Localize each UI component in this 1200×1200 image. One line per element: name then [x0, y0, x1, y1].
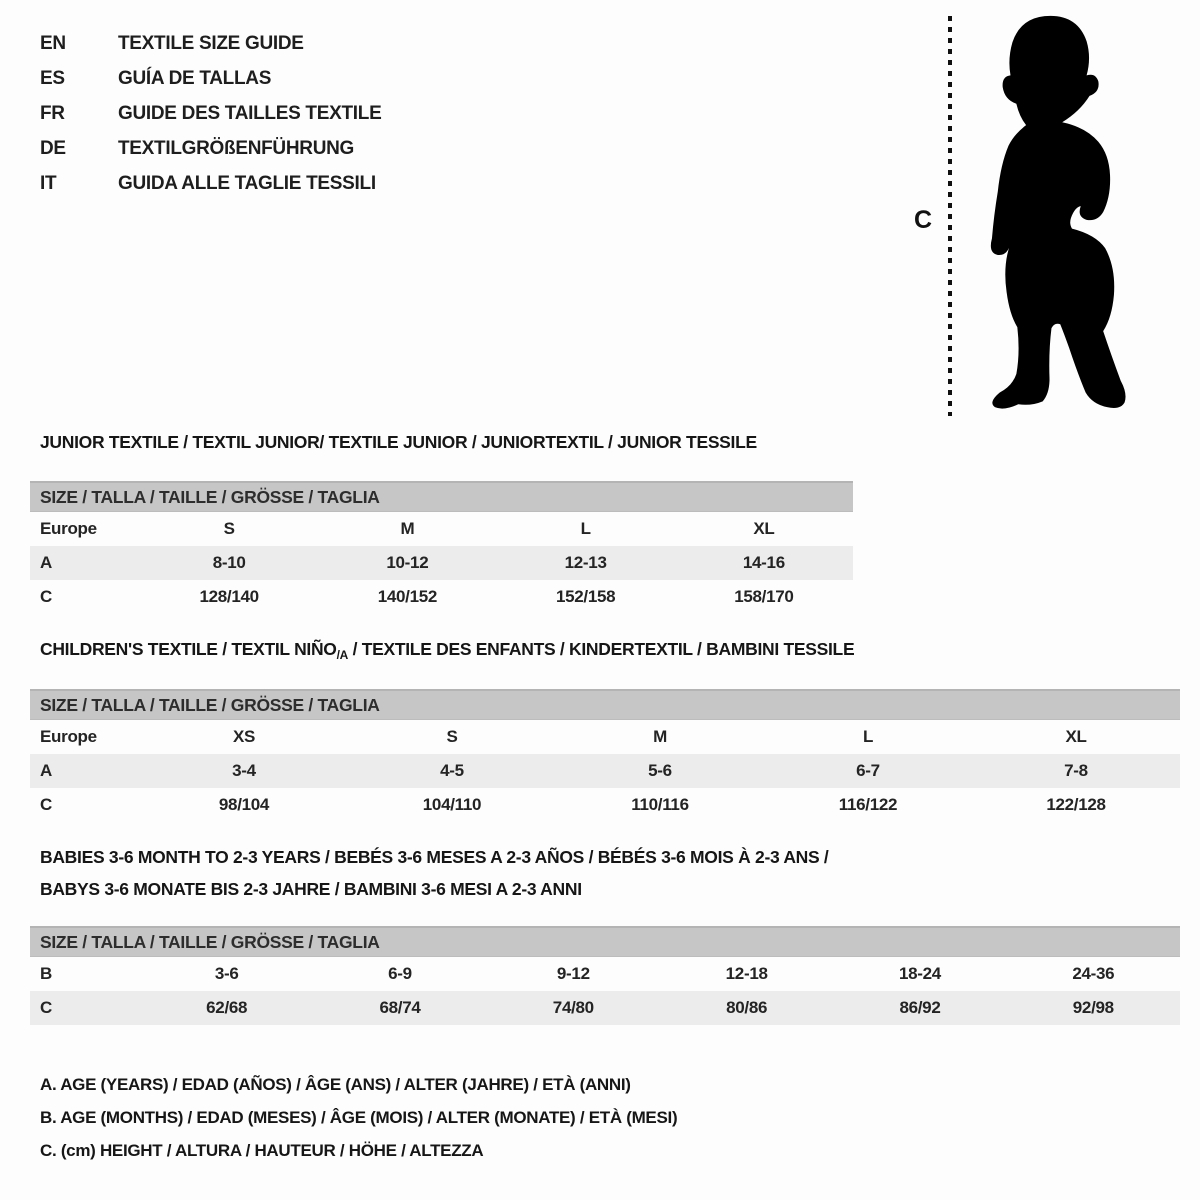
size-header-bar: SIZE / TALLA / TAILLE / GRÖSSE / TAGLIA	[30, 926, 1180, 957]
table-row-europe: Europe XS S M L XL	[30, 720, 1180, 754]
size-cell: M	[653, 727, 667, 746]
size-cell: 6-7	[856, 761, 880, 780]
size-cell: S	[446, 727, 458, 746]
legend-line-b: B. AGE (MONTHS) / EDAD (MESES) / ÂGE (MO…	[40, 1108, 678, 1127]
table-row-a: A 3-4 4-5 5-6 6-7 7-8	[30, 754, 1180, 788]
section-title-babies-line2: BABYS 3-6 MONATE BIS 2-3 JAHRE / BAMBINI…	[40, 879, 582, 899]
size-cell: 24-36	[1072, 964, 1115, 983]
size-cell: XS	[232, 727, 256, 746]
size-cell: 80/86	[726, 998, 768, 1017]
row-label: B	[40, 964, 52, 983]
size-cell: 128/140	[199, 587, 259, 606]
table-row-c: C 98/104 104/110 110/116 116/122 122/128	[30, 788, 1180, 822]
size-cell: 14-16	[742, 553, 785, 572]
size-cell: 98/104	[218, 795, 270, 814]
size-cell: 9-12	[556, 964, 590, 983]
language-code: FR	[40, 103, 65, 124]
size-cell: 6-9	[388, 964, 412, 983]
language-code: DE	[40, 138, 66, 159]
language-title-list: EN TEXTILE SIZE GUIDE ES GUÍA DE TALLAS …	[40, 26, 382, 201]
table-row-a: A 8-10 10-12 12-13 14-16	[30, 546, 853, 580]
legend: A. AGE (YEARS) / EDAD (AÑOS) / ÂGE (ANS)…	[40, 1068, 678, 1167]
table-row-europe: Europe S M L XL	[30, 512, 853, 546]
height-measure-label: C	[914, 206, 932, 234]
legend-line-a: A. AGE (YEARS) / EDAD (AÑOS) / ÂGE (ANS)…	[40, 1075, 631, 1094]
language-row: FR GUIDE DES TAILLES TEXTILE	[40, 96, 382, 131]
section-title-junior: JUNIOR TEXTILE / TEXTIL JUNIOR/ TEXTILE …	[40, 432, 757, 452]
size-table-children: SIZE / TALLA / TAILLE / GRÖSSE / TAGLIA …	[30, 689, 1180, 822]
size-cell: M	[400, 519, 415, 538]
language-label: TEXTILGRÖßENFÜHRUNG	[118, 138, 355, 159]
size-cell: 92/98	[1072, 998, 1114, 1017]
size-cell: 62/68	[206, 998, 248, 1017]
size-cell: 68/74	[379, 998, 421, 1017]
size-cell: 8-10	[212, 553, 246, 572]
size-cell: 158/170	[734, 587, 794, 606]
size-cell: 12-18	[725, 964, 768, 983]
row-label: Europe	[40, 519, 97, 538]
children-title-rest: / TEXTILE DES ENFANTS / KINDERTEXTIL / B…	[348, 639, 855, 659]
row-label: A	[40, 553, 52, 572]
language-row: IT GUIDA ALLE TAGLIE TESSILI	[40, 166, 381, 201]
language-label: GUÍA DE TALLAS	[118, 68, 272, 89]
section-title-children: CHILDREN'S TEXTILE / TEXTIL NIÑO/A / TEX…	[40, 639, 855, 662]
height-dotted-line	[948, 16, 952, 416]
size-cell: 3-4	[232, 761, 256, 780]
size-cell: 122/128	[1046, 795, 1106, 814]
size-cell: 74/80	[552, 998, 594, 1017]
size-cell: 7-8	[1064, 761, 1088, 780]
table-row-c: C 128/140 140/152 152/158 158/170	[30, 580, 853, 614]
size-cell: 116/122	[838, 795, 898, 814]
height-measure-figure: C	[900, 0, 1200, 430]
size-header-bar: SIZE / TALLA / TAILLE / GRÖSSE / TAGLIA	[30, 481, 853, 512]
language-code: ES	[40, 68, 65, 89]
size-cell: 104/110	[422, 795, 482, 814]
language-code: EN	[40, 33, 66, 54]
size-cell: 140/152	[377, 587, 438, 606]
size-cell: 86/92	[899, 998, 941, 1017]
row-label: C	[40, 795, 52, 814]
language-code: IT	[40, 173, 57, 194]
language-label: TEXTILE SIZE GUIDE	[118, 33, 304, 54]
language-row: DE TEXTILGRÖßENFÜHRUNG	[40, 131, 381, 166]
children-title-sub: /A	[336, 648, 349, 662]
size-cell: 18-24	[898, 964, 941, 983]
table-row-b: B 3-6 6-9 9-12 12-18 18-24 24-36	[30, 957, 1180, 991]
size-cell: L	[862, 727, 874, 746]
legend-line-c: C. (cm) HEIGHT / ALTURA / HAUTEUR / HÖHE…	[40, 1141, 484, 1160]
size-cell: 110/116	[631, 795, 689, 814]
row-label: C	[40, 998, 52, 1017]
row-label: Europe	[40, 727, 97, 746]
language-row: EN TEXTILE SIZE GUIDE	[40, 26, 381, 61]
row-label: A	[40, 761, 52, 780]
language-label: GUIDA ALLE TAGLIE TESSILI	[118, 173, 376, 194]
size-table-babies: SIZE / TALLA / TAILLE / GRÖSSE / TAGLIA …	[30, 926, 1180, 1025]
size-cell: S	[223, 519, 235, 538]
children-title-main: CHILDREN'S TEXTILE / TEXTIL NIÑO	[40, 639, 337, 659]
size-cell: 152/158	[555, 587, 616, 606]
size-cell: L	[580, 519, 591, 538]
size-cell: 4-5	[440, 761, 464, 780]
size-cell: 3-6	[214, 964, 239, 983]
section-title-babies-line1: BABIES 3-6 MONTH TO 2-3 YEARS / BEBÉS 3-…	[40, 847, 829, 867]
toddler-silhouette-icon	[990, 15, 1126, 409]
language-label: GUIDE DES TAILLES TEXTILE	[118, 103, 382, 124]
row-label: C	[40, 587, 52, 606]
language-row: ES GUÍA DE TALLAS	[40, 61, 381, 96]
size-table-junior: SIZE / TALLA / TAILLE / GRÖSSE / TAGLIA …	[30, 481, 853, 614]
size-cell: 10-12	[386, 553, 429, 572]
size-cell: XL	[1065, 727, 1087, 746]
size-header-bar: SIZE / TALLA / TAILLE / GRÖSSE / TAGLIA	[30, 689, 1180, 720]
size-cell: 12-13	[564, 553, 607, 572]
table-row-c: C 62/68 68/74 74/80 80/86 86/92 92/98	[30, 991, 1180, 1025]
size-cell: XL	[753, 519, 775, 538]
size-cell: 5-6	[648, 761, 672, 780]
